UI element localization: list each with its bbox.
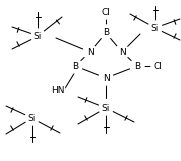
Circle shape — [99, 71, 113, 85]
Circle shape — [115, 45, 129, 59]
Text: Si: Si — [34, 32, 42, 41]
Text: HN: HN — [51, 85, 65, 95]
Text: N: N — [87, 47, 93, 57]
Text: N: N — [119, 47, 125, 57]
Text: Si: Si — [28, 114, 36, 123]
Text: B: B — [72, 62, 78, 71]
Text: Cl: Cl — [102, 8, 110, 16]
Circle shape — [25, 111, 39, 125]
Text: B: B — [134, 62, 140, 71]
Text: B: B — [103, 28, 109, 37]
Circle shape — [99, 5, 113, 19]
Text: Cl: Cl — [153, 62, 162, 71]
Text: Si: Si — [102, 104, 110, 113]
Circle shape — [99, 101, 113, 115]
Text: N: N — [103, 74, 109, 82]
Circle shape — [31, 29, 45, 43]
Circle shape — [130, 59, 144, 73]
Circle shape — [68, 59, 82, 73]
Text: Si: Si — [151, 24, 159, 33]
Circle shape — [83, 45, 97, 59]
Circle shape — [151, 59, 165, 73]
Circle shape — [99, 25, 113, 39]
Circle shape — [148, 21, 162, 35]
Circle shape — [51, 83, 65, 97]
